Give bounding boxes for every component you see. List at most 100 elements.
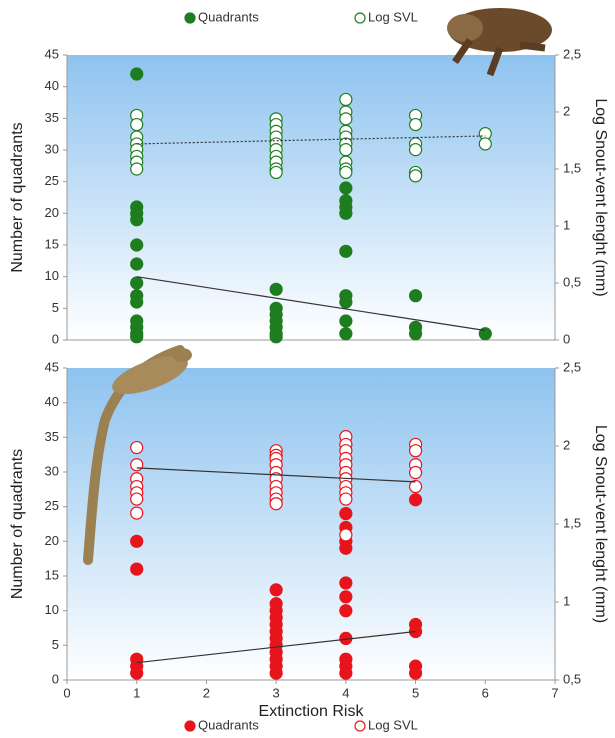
point bbox=[130, 666, 144, 680]
point bbox=[408, 289, 423, 303]
point bbox=[130, 458, 144, 472]
legend-marker bbox=[184, 12, 196, 24]
legend-label: Quadrants bbox=[198, 717, 259, 732]
trend-line bbox=[136, 467, 416, 483]
y-tick-label: 35 bbox=[45, 110, 59, 125]
point bbox=[339, 590, 353, 604]
point bbox=[339, 528, 353, 542]
point bbox=[339, 165, 353, 180]
point bbox=[130, 506, 144, 520]
y-tick-label: 20 bbox=[45, 205, 59, 220]
plot-area bbox=[67, 55, 555, 340]
point bbox=[130, 562, 144, 576]
point bbox=[130, 330, 144, 344]
y-tick-label: 30 bbox=[45, 141, 59, 156]
y-tick-label: 10 bbox=[45, 268, 59, 283]
y2-axis-label: Log Snout-vent lenght (mm) bbox=[592, 425, 609, 623]
y-tick-label: 25 bbox=[45, 173, 59, 188]
point bbox=[269, 330, 283, 344]
point bbox=[339, 112, 353, 126]
y-tick-label: 15 bbox=[45, 567, 59, 582]
y-tick-label: 45 bbox=[45, 46, 59, 61]
y-tick-label: 35 bbox=[45, 429, 59, 444]
x-tick-label: 6 bbox=[482, 685, 489, 700]
point bbox=[408, 327, 423, 341]
y2-tick-label: 1,5 bbox=[563, 515, 581, 530]
y-tick-label: 15 bbox=[45, 236, 59, 251]
x-tick-label: 2 bbox=[203, 685, 210, 700]
point bbox=[339, 604, 353, 618]
x-tick-label: 7 bbox=[551, 685, 558, 700]
point bbox=[408, 666, 423, 680]
x-tick-label: 3 bbox=[273, 685, 280, 700]
y-tick-label: 30 bbox=[45, 463, 59, 478]
point bbox=[339, 492, 353, 506]
point bbox=[130, 276, 144, 290]
point bbox=[478, 137, 492, 151]
point bbox=[408, 479, 423, 494]
point bbox=[339, 92, 353, 107]
point bbox=[130, 162, 144, 176]
y2-tick-label: 1 bbox=[563, 593, 570, 608]
point bbox=[269, 666, 283, 680]
x-axis-label: Extinction Risk bbox=[259, 703, 365, 720]
point bbox=[408, 444, 423, 458]
legend-label: Quadrants bbox=[198, 9, 259, 24]
y2-tick-label: 2 bbox=[563, 437, 570, 452]
point bbox=[339, 143, 353, 157]
point bbox=[130, 117, 144, 132]
legend-label: Log SVL bbox=[368, 717, 418, 732]
y2-tick-label: 2 bbox=[563, 103, 570, 118]
y-axis-label: Number of quadrants bbox=[9, 449, 26, 599]
legend-label: Log SVL bbox=[368, 9, 418, 24]
point bbox=[339, 541, 353, 555]
point bbox=[130, 238, 144, 252]
y-tick-label: 20 bbox=[45, 533, 59, 548]
y-tick-label: 45 bbox=[45, 359, 59, 374]
y-tick-label: 25 bbox=[45, 498, 59, 513]
point bbox=[269, 165, 283, 180]
y-tick-label: 5 bbox=[52, 300, 59, 315]
point bbox=[339, 314, 353, 328]
point bbox=[408, 169, 423, 183]
y2-axis-label: Log Snout-vent lenght (mm) bbox=[592, 98, 609, 296]
point bbox=[269, 497, 283, 511]
point bbox=[408, 493, 423, 507]
y2-tick-label: 2,5 bbox=[563, 359, 581, 374]
y2-tick-label: 0,5 bbox=[563, 274, 581, 289]
point bbox=[339, 206, 353, 220]
point bbox=[339, 181, 353, 195]
legend-marker bbox=[184, 720, 196, 732]
toad-picture bbox=[447, 8, 552, 77]
x-tick-label: 1 bbox=[133, 685, 140, 700]
point bbox=[130, 534, 144, 548]
y2-tick-label: 2,5 bbox=[563, 46, 581, 61]
point bbox=[408, 117, 423, 132]
y-tick-label: 10 bbox=[45, 602, 59, 617]
point bbox=[130, 213, 144, 227]
legend-marker bbox=[354, 12, 366, 24]
point bbox=[339, 327, 353, 341]
point bbox=[478, 327, 492, 341]
x-tick-label: 5 bbox=[412, 685, 419, 700]
y2-tick-label: 1 bbox=[563, 217, 570, 232]
y2-tick-label: 1,5 bbox=[563, 160, 581, 175]
y2-tick-label: 0,5 bbox=[563, 671, 581, 686]
x-tick-label: 4 bbox=[342, 685, 349, 700]
y2-tick-label: 0 bbox=[563, 331, 570, 346]
plot-area bbox=[67, 368, 555, 680]
x-tick-label: 0 bbox=[63, 685, 70, 700]
point bbox=[269, 583, 283, 597]
point bbox=[339, 666, 353, 680]
point bbox=[269, 282, 283, 296]
lizard-picture bbox=[83, 345, 192, 565]
point bbox=[339, 506, 353, 521]
point bbox=[339, 576, 353, 590]
y-tick-label: 0 bbox=[52, 331, 59, 346]
point bbox=[339, 244, 353, 258]
y-tick-label: 40 bbox=[45, 78, 59, 93]
point bbox=[130, 257, 144, 271]
point bbox=[130, 440, 144, 455]
point bbox=[130, 295, 144, 309]
